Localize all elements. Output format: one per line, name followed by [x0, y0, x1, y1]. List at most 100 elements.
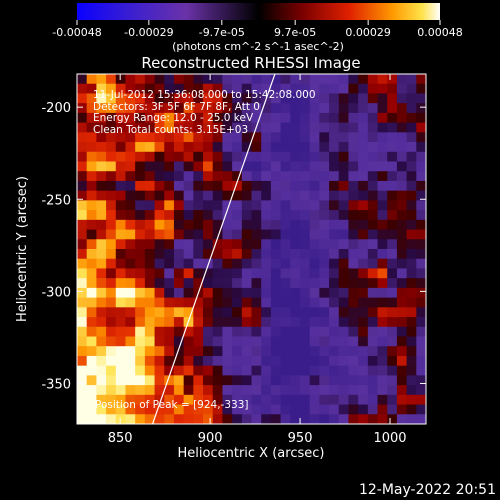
- heatmap-cell: [154, 414, 165, 424]
- heatmap-cell: [358, 190, 369, 201]
- heatmap-cell: [377, 83, 388, 95]
- heatmap-cell: [299, 404, 311, 415]
- heatmap-cell: [241, 112, 253, 124]
- heatmap-cell: [96, 142, 107, 153]
- heatmap-cell: [329, 83, 340, 95]
- heatmap-cell: [387, 151, 398, 163]
- heatmap-cell: [193, 258, 204, 270]
- heatmap-cell: [193, 385, 204, 396]
- heatmap-cell: [164, 180, 175, 192]
- heatmap-cell: [222, 375, 233, 386]
- heatmap-cell: [251, 385, 262, 396]
- heatmap-cell: [367, 161, 379, 172]
- heatmap-cell: [280, 180, 291, 192]
- heatmap-cell: [280, 375, 291, 386]
- heatmap-cell: [135, 112, 146, 124]
- heatmap-cell: [164, 355, 175, 367]
- heatmap-cell: [203, 249, 214, 260]
- heatmap-cell: [183, 336, 194, 347]
- heatmap-cell: [193, 229, 204, 240]
- heatmap-cell: [203, 326, 214, 338]
- x-axis-ticks: 850 900 950 1000: [108, 74, 407, 446]
- heatmap-cell: [183, 93, 194, 104]
- heatmap-cell: [106, 346, 117, 357]
- heatmap-cell: [299, 394, 311, 406]
- heatmap-cell: [135, 375, 146, 386]
- heatmap-cell: [241, 404, 253, 415]
- heatmap-cell: [193, 103, 204, 114]
- heatmap-cell: [193, 142, 204, 153]
- heatmap-cell: [261, 83, 272, 95]
- heatmap-cell: [77, 365, 88, 376]
- heatmap-cell: [96, 112, 107, 124]
- heatmap-cell: [396, 103, 408, 114]
- heatmap-cell: [309, 239, 320, 250]
- heatmap-cell: [358, 278, 369, 289]
- heatmap-cell: [416, 317, 426, 328]
- heatmap-cell: [261, 190, 272, 201]
- heatmap-cell: [135, 122, 146, 133]
- heatmap-cell: [251, 394, 262, 406]
- heatmap-cell: [144, 307, 156, 318]
- heatmap-cell: [270, 93, 282, 104]
- heatmap-cell: [173, 122, 185, 133]
- heatmap-cell: [222, 287, 233, 299]
- heatmap-cell: [144, 317, 156, 328]
- heatmap-cell: [77, 190, 88, 201]
- heatmap-cell: [183, 190, 194, 201]
- heatmap-cell: [387, 200, 398, 211]
- heatmap-cell: [290, 385, 301, 396]
- heatmap-cell: [251, 307, 262, 318]
- heatmap-cell: [280, 307, 291, 318]
- heatmap-cell: [348, 346, 359, 357]
- heatmap-cell: [241, 142, 253, 153]
- heatmap-cell: [125, 365, 136, 376]
- heatmap-cell: [309, 307, 320, 318]
- heatmap-cell: [299, 414, 311, 424]
- heatmap-cell: [164, 278, 175, 289]
- heatmap-cell: [232, 112, 243, 124]
- heatmap-cell: [299, 249, 311, 260]
- heatmap-cell: [319, 249, 330, 260]
- heatmap-cell: [290, 171, 301, 182]
- heatmap-cell: [261, 385, 272, 396]
- heatmap-cell: [348, 307, 359, 318]
- heatmap-cell: [290, 317, 301, 328]
- heatmap-area: [77, 74, 426, 424]
- heatmap-cell: [416, 132, 426, 143]
- heatmap-cell: [329, 200, 340, 211]
- heatmap-cell: [280, 83, 291, 95]
- heatmap-cell: [183, 249, 194, 260]
- heatmap-cell: [232, 171, 243, 182]
- heatmap-cell: [280, 385, 291, 396]
- heatmap-cell: [203, 317, 214, 328]
- heatmap-cell: [280, 258, 291, 270]
- heatmap-cell: [406, 210, 417, 221]
- heatmap-cell: [299, 287, 311, 299]
- heatmap-cell: [135, 190, 146, 201]
- heatmap-cell: [251, 180, 262, 192]
- heatmap-cell: [309, 297, 320, 308]
- heatmap-cell: [329, 346, 340, 357]
- heatmap-cell: [396, 200, 408, 211]
- heatmap-cell: [183, 74, 194, 85]
- heatmap-cell: [367, 297, 379, 308]
- heatmap-cell: [299, 171, 311, 182]
- heatmap-cell: [416, 404, 426, 415]
- heatmap-cell: [358, 74, 369, 85]
- heatmap-cell: [348, 394, 359, 406]
- heatmap-cell: [212, 190, 224, 201]
- heatmap-cell: [232, 219, 243, 231]
- heatmap-cell: [183, 394, 194, 406]
- heatmap-cell: [125, 171, 136, 182]
- heatmap-cell: [348, 132, 359, 143]
- heatmap-cell: [358, 112, 369, 124]
- heatmap-cell: [135, 326, 146, 338]
- heatmap-cell: [406, 404, 417, 415]
- heatmap-cell: [164, 200, 175, 211]
- heatmap-cell: [387, 239, 398, 250]
- heatmap-cell: [377, 336, 388, 347]
- heatmap-cell: [319, 161, 330, 172]
- heatmap-cell: [96, 336, 107, 347]
- heatmap-cell: [203, 83, 214, 95]
